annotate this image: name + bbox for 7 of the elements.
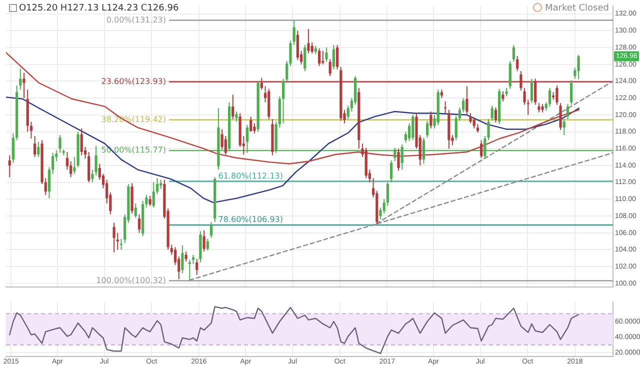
ref-line-label: 100.00%(100.32) (96, 276, 166, 285)
ref-line-label: 61.80%(112.13) (218, 171, 283, 180)
ref-line-label: 78.60%(106.93) (218, 215, 283, 224)
ref-line-label: 23.60%(123.93) (101, 76, 166, 86)
ref-line-label: 0.00%(131.23) (106, 15, 166, 24)
annotation: O125.20 H127.13 L124.23 C126.96 (19, 3, 179, 14)
annotation: Market Closed (544, 3, 609, 14)
